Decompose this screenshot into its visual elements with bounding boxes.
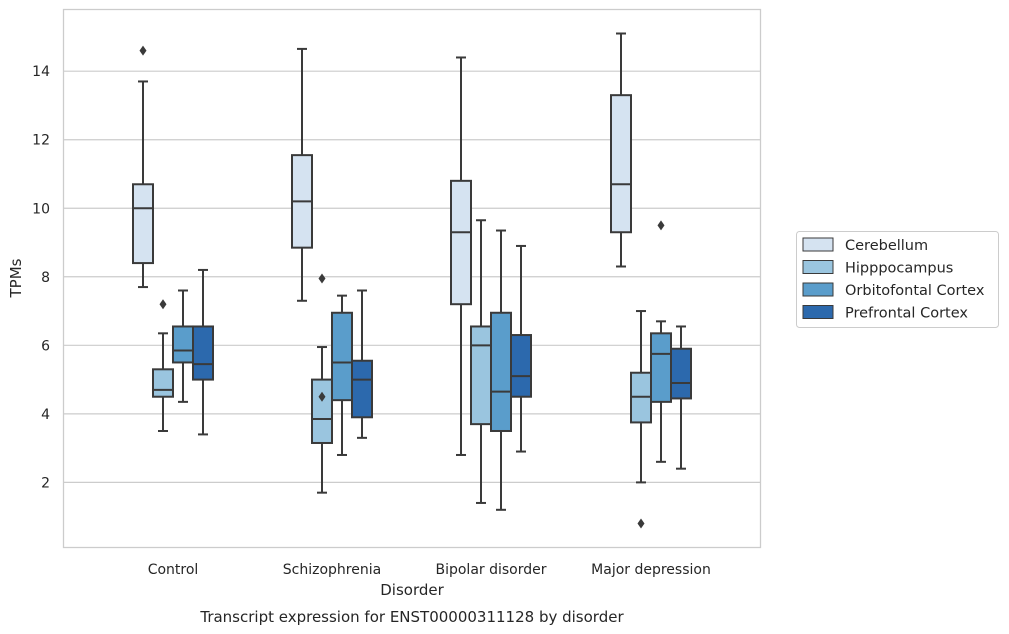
chart-caption: Transcript expression for ENST0000031112… — [199, 608, 624, 626]
iqr-box — [610, 94, 632, 234]
outlier-point — [637, 518, 645, 529]
box-prefrontal-cortex — [351, 289, 373, 439]
legend-frame — [796, 231, 999, 328]
box-hipppocampus — [311, 273, 333, 494]
x-tick-label: Control — [148, 562, 199, 578]
box-orbitofontal-cortex — [331, 294, 353, 456]
box-series — [132, 32, 692, 529]
legend-label: Orbitofontal Cortex — [845, 283, 985, 299]
iqr-box — [331, 311, 353, 402]
y-tick-label: 12 — [32, 133, 50, 149]
box-orbitofontal-cortex — [172, 289, 194, 403]
outlier-point — [159, 299, 167, 310]
iqr-box — [470, 325, 492, 426]
box-hipppocampus — [630, 310, 652, 529]
x-tick-label: Schizophrenia — [283, 562, 381, 578]
box-hipppocampus — [470, 219, 492, 504]
x-tick-label: Bipolar disorder — [435, 562, 546, 578]
grid-lines — [63, 70, 761, 483]
legend-entries: Cerebellum Hipppocampus Orbitofontal Corte… — [802, 237, 985, 322]
outlier-point — [139, 45, 147, 56]
outlier-point — [657, 220, 665, 231]
iqr-box — [351, 359, 373, 419]
box-cerebellum — [450, 56, 472, 456]
legend-swatch — [802, 282, 834, 297]
y-tick-label: 8 — [41, 270, 50, 286]
y-tick-label: 14 — [32, 64, 50, 80]
y-tick-label: 6 — [41, 338, 50, 354]
iqr-box — [450, 179, 472, 306]
plot-frame — [62, 8, 762, 549]
box-orbitofontal-cortex — [650, 220, 672, 463]
legend-swatch — [802, 237, 834, 252]
iqr-box — [152, 368, 174, 398]
y-tick-label: 4 — [41, 407, 50, 423]
box-orbitofontal-cortex — [490, 229, 512, 511]
iqr-box — [510, 334, 532, 398]
box-prefrontal-cortex — [670, 325, 692, 470]
box-hipppocampus — [152, 299, 174, 432]
outlier-point — [318, 391, 326, 402]
box-cerebellum — [291, 47, 313, 302]
x-tick-labels: Control Schizophrenia Bipolar disorder Majo… — [148, 562, 711, 578]
x-axis-title: Disorder — [380, 581, 444, 599]
iqr-box — [670, 347, 692, 400]
box-prefrontal-cortex — [510, 244, 532, 453]
y-tick-label: 10 — [32, 201, 50, 217]
y-tick-labels: 2 4 6 8 10 12 14 — [32, 64, 50, 491]
y-axis-title: TPMs — [7, 258, 25, 298]
iqr-box — [192, 325, 214, 381]
legend-label: Cerebellum — [845, 238, 928, 254]
y-tick-label: 2 — [41, 475, 50, 491]
outlier-point — [318, 273, 326, 284]
x-tick-label: Major depression — [591, 562, 711, 578]
box-cerebellum — [132, 45, 154, 289]
legend: Cerebellum Hipppocampus Orbitofontal Corte… — [796, 231, 999, 328]
legend-label: Hipppocampus — [845, 261, 953, 277]
iqr-box — [311, 378, 333, 444]
legend-label: Prefrontal Cortex — [845, 306, 968, 322]
iqr-box — [172, 325, 194, 364]
iqr-box — [650, 332, 672, 403]
iqr-box — [132, 183, 154, 265]
box-prefrontal-cortex — [192, 268, 214, 436]
box-cerebellum — [610, 32, 632, 268]
iqr-box — [490, 311, 512, 432]
legend-swatch — [802, 260, 834, 274]
legend-swatch — [802, 305, 834, 319]
